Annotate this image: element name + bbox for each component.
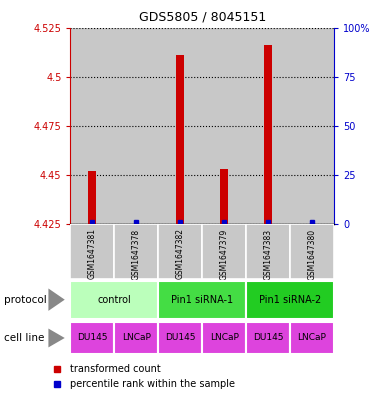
Bar xyxy=(158,281,246,319)
Text: protocol: protocol xyxy=(4,295,46,305)
Text: percentile rank within the sample: percentile rank within the sample xyxy=(70,378,235,389)
Text: GSM1647379: GSM1647379 xyxy=(220,228,229,280)
Bar xyxy=(158,28,202,224)
Text: DU145: DU145 xyxy=(77,334,108,342)
Bar xyxy=(202,224,246,279)
Text: transformed count: transformed count xyxy=(70,364,161,374)
Polygon shape xyxy=(48,329,65,347)
Bar xyxy=(176,55,184,224)
Bar xyxy=(246,224,290,279)
Bar xyxy=(114,224,158,279)
Bar xyxy=(290,322,334,354)
Bar xyxy=(202,322,246,354)
Bar xyxy=(89,171,96,224)
Text: GSM1647381: GSM1647381 xyxy=(88,228,97,279)
Bar xyxy=(246,281,334,319)
Bar xyxy=(202,28,246,224)
Text: LNCaP: LNCaP xyxy=(122,334,151,342)
Bar xyxy=(290,28,334,224)
Bar xyxy=(246,322,290,354)
Text: LNCaP: LNCaP xyxy=(298,334,326,342)
Bar xyxy=(70,28,114,224)
Bar xyxy=(220,169,228,224)
Title: GDS5805 / 8045151: GDS5805 / 8045151 xyxy=(139,11,266,24)
Text: GSM1647383: GSM1647383 xyxy=(263,228,273,279)
Polygon shape xyxy=(48,288,65,311)
Bar xyxy=(158,224,202,279)
Text: DU145: DU145 xyxy=(165,334,196,342)
Text: control: control xyxy=(98,295,131,305)
Text: DU145: DU145 xyxy=(253,334,283,342)
Text: GSM1647378: GSM1647378 xyxy=(132,228,141,279)
Bar xyxy=(246,28,290,224)
Text: LNCaP: LNCaP xyxy=(210,334,239,342)
Bar xyxy=(158,322,202,354)
Text: Pin1 siRNA-2: Pin1 siRNA-2 xyxy=(259,295,321,305)
Bar xyxy=(70,281,158,319)
Text: cell line: cell line xyxy=(4,333,44,343)
Bar xyxy=(114,28,158,224)
Bar xyxy=(114,322,158,354)
Bar xyxy=(290,224,334,279)
Text: GSM1647382: GSM1647382 xyxy=(176,228,185,279)
Bar xyxy=(70,322,114,354)
Text: Pin1 siRNA-1: Pin1 siRNA-1 xyxy=(171,295,233,305)
Text: GSM1647380: GSM1647380 xyxy=(308,228,316,279)
Bar xyxy=(264,45,272,224)
Bar xyxy=(70,224,114,279)
